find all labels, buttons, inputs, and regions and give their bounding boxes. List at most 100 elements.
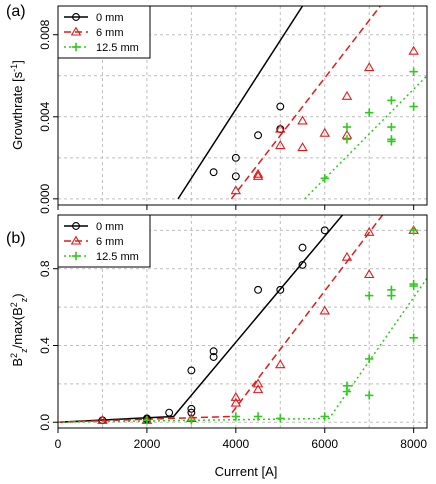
y-tick-label-0: 0.0 — [38, 414, 52, 431]
point-6-mm-1 — [252, 168, 264, 178]
point-0-mm-6 — [187, 408, 196, 417]
point-12-5-mm-7 — [342, 387, 352, 396]
point-12-5-mm-3 — [253, 412, 263, 421]
point-12-5-mm-16 — [409, 333, 418, 343]
point-6-mm-11 — [408, 45, 419, 55]
y-tick-label-2: 0.008 — [38, 19, 52, 49]
point-0-mm-4 — [276, 102, 285, 111]
point-6-mm-4 — [230, 397, 242, 407]
point-12-5-mm-2 — [231, 412, 241, 421]
point-12-5-mm-13 — [409, 226, 418, 235]
x-tick-label-4: 8000 — [400, 437, 427, 451]
legend-label-0: 0 mm — [96, 12, 124, 24]
point-12-5-mm-15 — [409, 281, 418, 291]
legend-a: 0 mm 6 mm 12.5 mm — [57, 5, 151, 59]
point-6-mm-11 — [363, 269, 375, 279]
point-6-mm-4 — [275, 140, 286, 150]
y-tick-label-0: 0.000 — [38, 184, 52, 214]
point-0-mm-12 — [298, 260, 307, 269]
legend-label-0: 0 mm — [96, 221, 124, 233]
point-0-mm-0 — [209, 168, 218, 177]
fit-lines-a — [177, 6, 427, 200]
legend-label-2: 12.5 mm — [96, 251, 139, 263]
point-6-mm-9 — [341, 251, 353, 261]
point-6-mm-10 — [363, 62, 375, 72]
point-6-mm-8 — [341, 90, 353, 100]
point-0-mm-3 — [165, 408, 174, 417]
data-points-a — [209, 45, 419, 195]
point-0-mm-4 — [187, 366, 196, 375]
y-ticks-a: 0.000 0.004 0.008 — [38, 19, 58, 214]
legend-b: 0 mm 6 mm 12.5 mm — [57, 214, 151, 268]
point-12-5-mm-10 — [365, 391, 374, 400]
point-12-5-mm-4 — [276, 414, 285, 423]
legend-label-1: 6 mm — [96, 27, 124, 39]
x-tick-label-2: 4000 — [222, 437, 249, 451]
x-ticks-b: 0 2000 4000 6000 8000 — [55, 428, 427, 451]
point-12-5-mm-1 — [187, 416, 196, 425]
point-0-mm-9 — [254, 285, 263, 294]
legend-marker-1 — [70, 235, 82, 245]
plot-frame-b — [57, 214, 428, 429]
point-0-mm-13 — [320, 226, 329, 235]
y-tick-label-2: 0.8 — [38, 260, 52, 277]
point-6-mm-5 — [297, 115, 308, 125]
fit-line-12-5-mm — [304, 75, 427, 200]
y-tick-label-1: 0.4 — [38, 337, 52, 354]
point-6-mm-10 — [363, 226, 375, 236]
point-6-mm-0 — [97, 414, 108, 424]
point-6-mm-6 — [297, 142, 308, 152]
point-12-5-mm-0 — [320, 174, 329, 183]
point-12-5-mm-4 — [387, 96, 396, 105]
fit-line-12-5-mm — [58, 277, 427, 423]
y-axis-label-a: Growthrate [s-1] — [9, 60, 25, 150]
point-12-5-mm-8 — [409, 67, 418, 76]
point-12-5-mm-1 — [342, 122, 352, 132]
legend-marker-0 — [72, 222, 80, 230]
fit-line-6-mm — [58, 215, 384, 423]
point-12-5-mm-12 — [387, 291, 396, 300]
legend-marker-1 — [70, 26, 82, 36]
point-12-5-mm-8 — [365, 291, 374, 300]
legend-marker-2 — [71, 42, 81, 52]
point-12-5-mm-9 — [409, 102, 418, 111]
legend-label-2: 12.5 mm — [96, 42, 139, 54]
point-12-5-mm-0 — [142, 416, 152, 425]
fit-line-0-mm — [177, 6, 304, 200]
point-0-mm-8 — [209, 353, 218, 361]
point-0-mm-11 — [298, 243, 307, 252]
point-6-mm-7 — [275, 359, 286, 369]
y-axis-label-b: B2z/max(B2z) — [9, 293, 29, 366]
point-0-mm-1 — [231, 153, 240, 162]
point-0-mm-2 — [231, 172, 240, 181]
point-6-mm-0 — [230, 185, 242, 195]
point-12-5-mm-2 — [342, 135, 352, 144]
point-6-mm-6 — [252, 384, 264, 394]
fit-line-6-mm — [230, 6, 381, 200]
point-12-5-mm-9 — [365, 354, 374, 364]
point-12-5-mm-5 — [320, 412, 329, 421]
point-6-mm-3 — [275, 123, 286, 133]
panel-a: (a) 0.000 0.004 0.008 0 mm 6 mm 12.5 mm Grow… — [6, 3, 428, 214]
point-6-mm-8 — [319, 305, 331, 315]
point-6-mm-5 — [252, 378, 264, 388]
point-0-mm-3 — [254, 131, 263, 140]
plot-frame-a — [57, 5, 428, 206]
y-tick-label-1: 0.004 — [38, 101, 52, 131]
panel-label-a: (a) — [6, 3, 26, 20]
x-tick-label-0: 0 — [55, 437, 62, 451]
panel-b: (b) 0.0 0.4 0.8 0 2000 4000 6000 8000 0 mm 6 mm… — [6, 214, 428, 479]
point-6-mm-2 — [252, 170, 264, 180]
point-6-mm-3 — [230, 391, 242, 401]
point-12-5-mm-5 — [387, 122, 396, 132]
x-axis-label: Current [A] — [215, 464, 278, 479]
point-0-mm-7 — [209, 347, 218, 356]
point-12-5-mm-3 — [365, 108, 374, 117]
point-0-mm-5 — [187, 404, 196, 413]
data-points-b — [97, 224, 419, 425]
point-0-mm-10 — [276, 285, 285, 294]
legend-marker-0 — [72, 13, 80, 21]
x-ticks-a — [57, 205, 415, 210]
point-6-mm-7 — [319, 127, 331, 137]
